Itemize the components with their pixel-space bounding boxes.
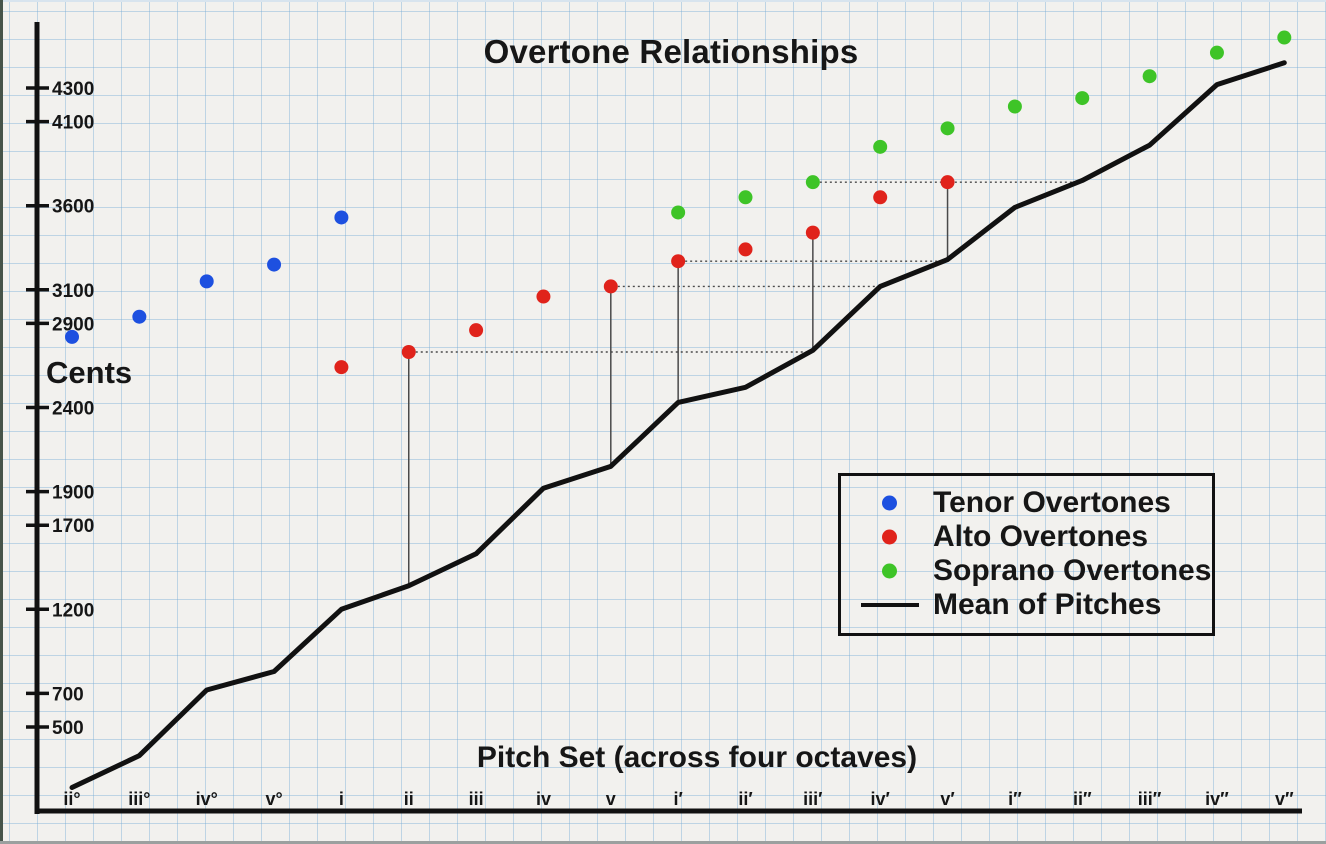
y-tick-label: 2400 — [52, 399, 94, 420]
axes — [34, 22, 1302, 814]
data-point — [334, 210, 349, 225]
x-tick-label: iii′ — [803, 789, 822, 809]
x-axis-labels: ii° iii° iv° v° i ii iii iv v i′ ii′ iii′ iv′ v′ i″ ii″… — [63, 789, 1294, 809]
data-point — [1277, 30, 1292, 45]
x-tick-label: i′ — [673, 789, 682, 809]
x-tick-label: iii″ — [1138, 789, 1162, 809]
legend-box: Tenor Overtones Alto Overtones Soprano O… — [838, 473, 1215, 636]
data-point — [940, 175, 955, 190]
x-tick-label: ii — [404, 789, 414, 809]
data-point — [671, 254, 686, 269]
data-point — [334, 360, 349, 375]
data-point — [873, 190, 888, 205]
x-tick-label: v″ — [1275, 789, 1294, 809]
series-tenor-overtones — [65, 210, 349, 344]
x-axis-title: Pitch Set (across four octaves) — [476, 741, 918, 774]
legend-item-alto: Alto Overtones — [841, 520, 1212, 554]
data-point — [805, 175, 820, 190]
legend-label-alto: Alto Overtones — [933, 519, 1149, 553]
data-point — [65, 329, 79, 344]
data-point — [469, 323, 484, 338]
dotted-connectors — [415, 181, 1079, 353]
data-point — [940, 121, 955, 136]
chart-title: Overtone Relationships — [483, 33, 859, 70]
series-alto-overtones — [334, 175, 955, 375]
x-tick-label: ii° — [63, 789, 80, 809]
y-tick-label: 4100 — [52, 113, 94, 134]
data-point — [1209, 45, 1224, 60]
data-point — [1075, 91, 1090, 106]
x-tick-label: iv′ — [871, 789, 890, 809]
legend-item-mean: Mean of Pitches — [841, 588, 1212, 622]
legend-item-tenor: Tenor Overtones — [841, 486, 1212, 520]
data-point — [805, 225, 820, 240]
y-tick-label: 4300 — [52, 79, 94, 100]
x-tick-label: i″ — [1008, 789, 1022, 809]
alto-dot-icon — [882, 529, 897, 544]
x-tick-label: v — [606, 789, 616, 809]
tenor-dot-icon — [882, 495, 897, 510]
data-point — [738, 190, 753, 205]
data-point — [738, 242, 753, 257]
series-soprano-overtones — [671, 30, 1292, 220]
x-tick-label: ii″ — [1073, 789, 1092, 809]
y-tick-label: 3600 — [52, 197, 94, 218]
x-tick-label: iv° — [196, 789, 218, 809]
x-tick-label: iii — [469, 789, 484, 809]
y-tick-label: 700 — [52, 684, 84, 705]
data-point — [603, 279, 618, 294]
vertical-connectors — [408, 188, 949, 586]
data-point — [267, 257, 282, 272]
data-point — [873, 139, 888, 154]
x-tick-label: iv — [536, 789, 551, 809]
x-tick-label: ii′ — [738, 789, 752, 809]
data-point — [671, 205, 686, 220]
legend-label-tenor: Tenor Overtones — [933, 485, 1171, 519]
x-tick-label: v° — [265, 789, 282, 809]
data-point — [536, 289, 551, 304]
mean-line-icon — [861, 602, 919, 607]
y-tick-label: 2900 — [52, 314, 94, 335]
x-tick-label: iv″ — [1205, 789, 1229, 809]
data-point — [401, 345, 416, 360]
y-tick-label: 1200 — [52, 600, 94, 621]
legend-item-soprano: Soprano Overtones — [841, 554, 1212, 588]
x-tick-label: i — [339, 789, 344, 809]
y-axis-ticks: 4300 4100 3600 3100 2900 2400 1900 1700 1200 700 5… — [26, 79, 94, 739]
data-point — [1142, 69, 1157, 84]
mean-of-pitches-line — [69, 60, 1287, 791]
data-point — [199, 274, 214, 289]
x-tick-label: v′ — [940, 789, 954, 809]
y-tick-label: 3100 — [52, 281, 94, 302]
legend-label-soprano: Soprano Overtones — [933, 553, 1212, 587]
data-point — [132, 309, 147, 324]
data-point — [1007, 99, 1022, 114]
y-tick-label: 1900 — [52, 483, 94, 504]
y-tick-label: 1700 — [52, 516, 94, 537]
y-axis-title: Cents — [46, 355, 133, 390]
y-tick-label: 500 — [52, 718, 84, 739]
x-tick-label: iii° — [128, 789, 150, 809]
soprano-dot-icon — [882, 563, 897, 578]
legend-label-mean: Mean of Pitches — [933, 587, 1162, 621]
